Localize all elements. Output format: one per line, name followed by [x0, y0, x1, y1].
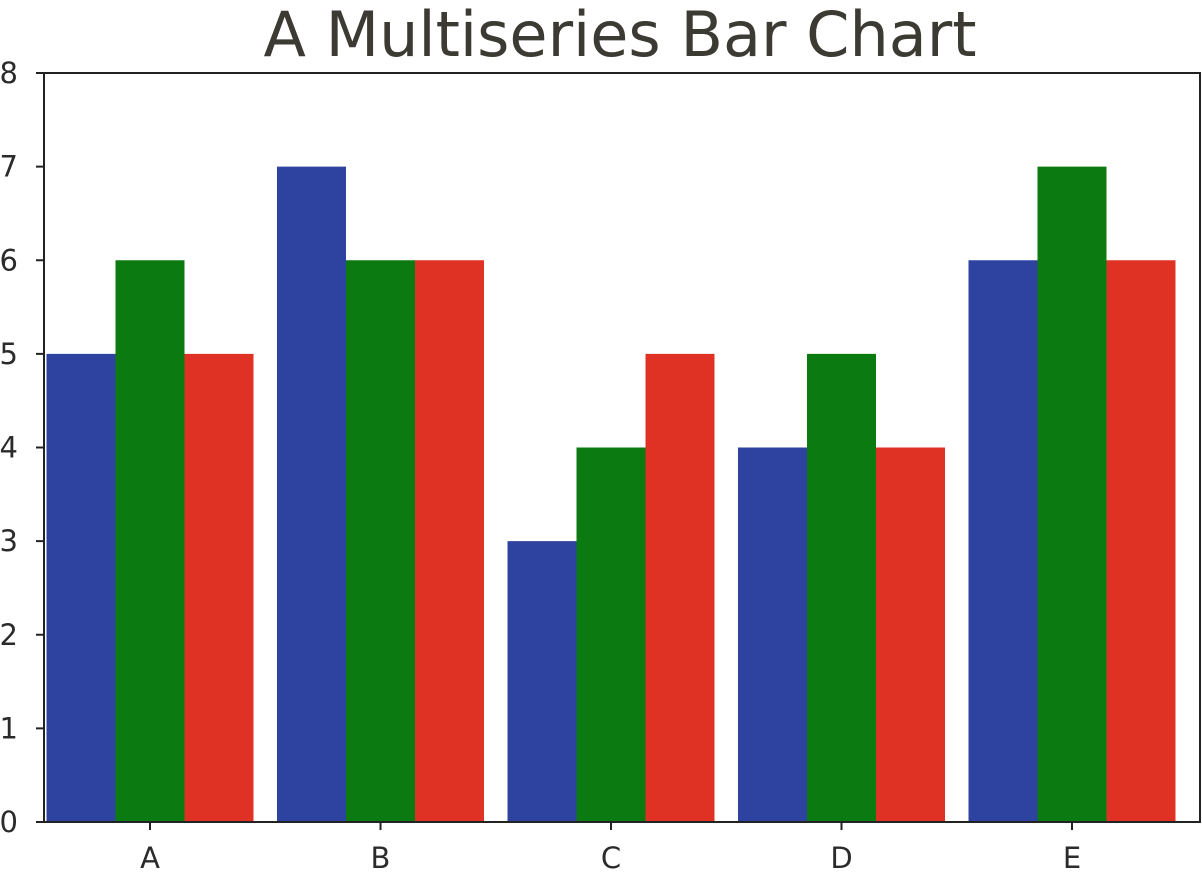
bar-d-series-2 [807, 353, 876, 822]
bar-c-series-2 [576, 447, 646, 822]
x-tick-label: D [830, 841, 852, 875]
x-tick-label: A [140, 841, 160, 875]
bar-d-series-1 [738, 447, 807, 822]
chart-title: A Multiseries Bar Chart [263, 0, 976, 71]
y-tick-label: 3 [0, 524, 18, 558]
bar-a-series-2 [115, 260, 185, 822]
x-tick-label: C [601, 841, 621, 875]
bar-a-series-1 [46, 353, 116, 822]
x-tick-label: B [371, 841, 391, 875]
bar-a-series-3 [184, 353, 254, 822]
bar-c-series-3 [645, 353, 715, 822]
bar-e-series-3 [1106, 260, 1176, 822]
bar-e-series-2 [1037, 166, 1107, 822]
x-axis: A B C D E [140, 822, 1081, 875]
y-tick-label: 8 [0, 56, 18, 90]
bar-b-series-2 [346, 260, 415, 822]
y-tick-label: 2 [0, 618, 18, 652]
bar-e-series-1 [968, 260, 1038, 822]
bar-d-series-3 [876, 447, 945, 822]
bar-c-series-1 [507, 541, 577, 822]
bar-b-series-1 [277, 166, 346, 822]
y-tick-label: 5 [0, 337, 18, 371]
bars-group [46, 166, 1176, 822]
y-tick-label: 4 [0, 431, 18, 465]
y-tick-label: 0 [0, 805, 18, 839]
bar-b-series-3 [415, 260, 484, 822]
y-axis: 0 1 2 3 4 5 6 7 8 [0, 56, 44, 839]
y-tick-label: 7 [0, 150, 18, 184]
y-tick-label: 6 [0, 243, 18, 277]
y-tick-label: 1 [0, 711, 18, 745]
x-tick-label: E [1063, 841, 1081, 875]
